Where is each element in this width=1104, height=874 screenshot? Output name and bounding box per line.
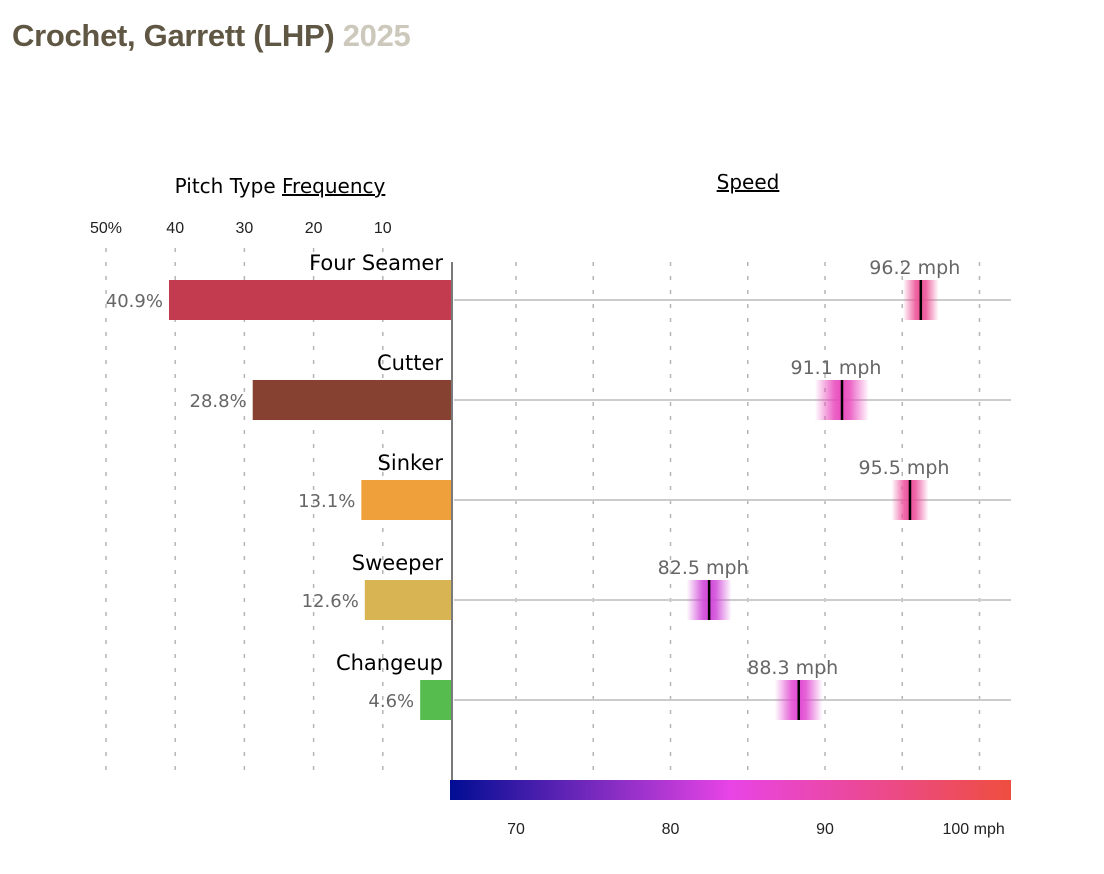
frequency-bar[interactable]	[364, 580, 452, 620]
pitch-type-label: Sinker	[378, 451, 444, 475]
frequency-value-label: 28.8%	[190, 391, 247, 412]
frequency-tick-label: 40	[166, 220, 184, 237]
frequency-tick-label: 50%	[90, 220, 122, 237]
frequency-title-prefix: Pitch Type	[175, 174, 282, 198]
frequency-panel-title: Pitch Type Frequency	[175, 174, 386, 198]
speed-tick-label: 90	[816, 821, 834, 838]
speed-value-label: 82.5 mph	[658, 557, 749, 579]
speed-tick-label: 100 mph	[943, 821, 1005, 838]
frequency-tick-label: 30	[236, 220, 254, 237]
season-year: 2025	[342, 18, 411, 53]
pitch-type-label: Cutter	[377, 351, 443, 375]
page-title: Crochet, Garrett (LHP) 2025	[12, 18, 411, 54]
frequency-bar[interactable]	[252, 380, 452, 420]
player-name: Crochet, Garrett (LHP)	[12, 18, 335, 53]
frequency-value-label: 13.1%	[298, 491, 355, 512]
speed-value-label: 88.3 mph	[747, 657, 838, 679]
pitch-type-label: Sweeper	[352, 551, 444, 575]
speed-gridlines	[515, 262, 981, 778]
frequency-tick-label: 20	[305, 220, 323, 237]
speed-tick-label: 80	[662, 821, 680, 838]
pitch-type-label: Four Seamer	[309, 251, 443, 275]
frequency-title-link[interactable]: Frequency	[282, 174, 385, 198]
speed-panel-title[interactable]: Speed	[717, 170, 780, 194]
frequency-bar[interactable]	[168, 280, 453, 320]
pitch-type-labels: Four Seamer Cutter Sinker Sweeper Changeup	[309, 251, 443, 675]
speed-value-label: 95.5 mph	[858, 457, 949, 479]
speed-value-label: 91.1 mph	[791, 357, 882, 379]
speed-color-scale	[450, 780, 1011, 800]
frequency-axis-ticks: 50% 40 30 20 10	[90, 220, 392, 237]
frequency-gridlines	[105, 248, 384, 778]
frequency-bar[interactable]	[420, 680, 452, 720]
frequency-bar[interactable]	[361, 480, 452, 520]
speed-tick-label: 70	[507, 821, 525, 838]
frequency-value-label: 12.6%	[302, 591, 359, 612]
pitch-type-label: Changeup	[336, 651, 443, 675]
frequency-value-label: 40.9%	[106, 291, 163, 312]
frequency-value-label: 4.6%	[368, 691, 414, 712]
speed-markers: 96.2 mph 91.1 mph 95.5 mph 82.5 mph 88.3 mph	[658, 257, 960, 720]
speed-axis-ticks: 70 80 90 100 mph	[507, 821, 1005, 838]
frequency-tick-label: 10	[374, 220, 392, 237]
speed-value-label: 96.2 mph	[869, 257, 960, 279]
frequency-bars: 40.9% 28.8% 13.1% 12.6% 4.6%	[106, 280, 453, 720]
